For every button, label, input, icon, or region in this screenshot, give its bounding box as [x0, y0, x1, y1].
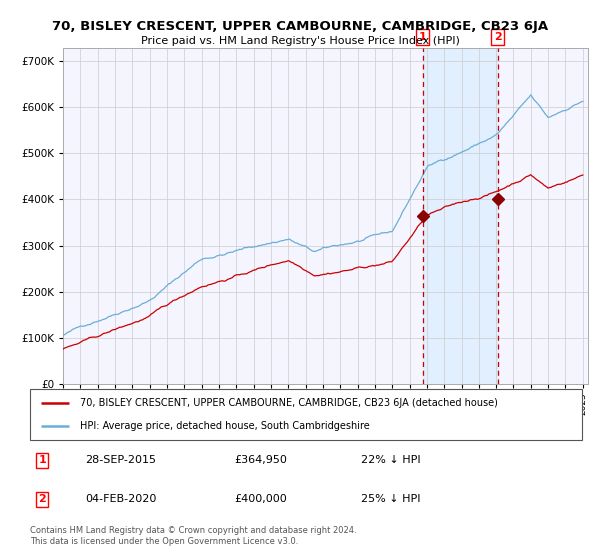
- Text: 2: 2: [494, 32, 502, 42]
- Text: 22% ↓ HPI: 22% ↓ HPI: [361, 455, 421, 465]
- Text: 70, BISLEY CRESCENT, UPPER CAMBOURNE, CAMBRIDGE, CB23 6JA (detached house): 70, BISLEY CRESCENT, UPPER CAMBOURNE, CA…: [80, 398, 497, 408]
- Text: 70, BISLEY CRESCENT, UPPER CAMBOURNE, CAMBRIDGE, CB23 6JA: 70, BISLEY CRESCENT, UPPER CAMBOURNE, CA…: [52, 20, 548, 32]
- Text: Price paid vs. HM Land Registry's House Price Index (HPI): Price paid vs. HM Land Registry's House …: [140, 36, 460, 46]
- Text: HPI: Average price, detached house, South Cambridgeshire: HPI: Average price, detached house, Sout…: [80, 422, 370, 432]
- FancyBboxPatch shape: [30, 389, 582, 440]
- Text: £400,000: £400,000: [234, 494, 287, 504]
- Bar: [422, 48, 498, 384]
- Text: 2: 2: [38, 494, 46, 504]
- Text: 28-SEP-2015: 28-SEP-2015: [85, 455, 156, 465]
- Text: Contains HM Land Registry data © Crown copyright and database right 2024.
This d: Contains HM Land Registry data © Crown c…: [30, 526, 356, 546]
- Text: £364,950: £364,950: [234, 455, 287, 465]
- Text: 1: 1: [38, 455, 46, 465]
- Text: 1: 1: [419, 32, 427, 42]
- Text: 04-FEB-2020: 04-FEB-2020: [85, 494, 157, 504]
- Text: 25% ↓ HPI: 25% ↓ HPI: [361, 494, 421, 504]
